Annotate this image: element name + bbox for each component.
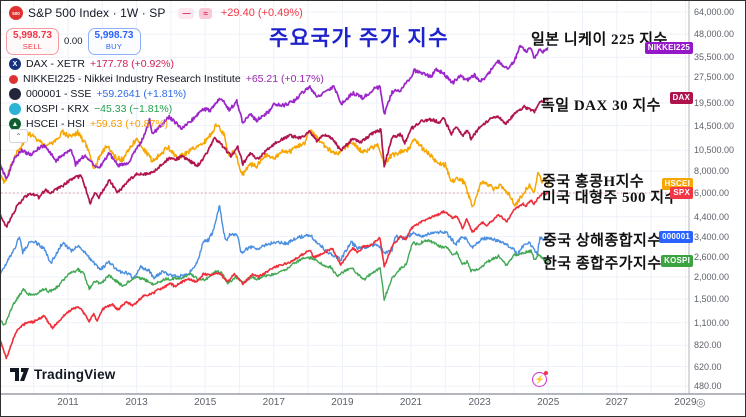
legend-change-value: −45.33 (−1.81%) [94,103,173,115]
chart-annotation: 중국 홍콩H지수 [542,174,645,190]
time-axis-label[interactable]: 2021 [399,397,423,408]
main-symbol-row[interactable]: 500 S&P 500 Index · 1W · SP — ≈ +29.40 (… [9,6,303,20]
symbol-title[interactable]: S&P 500 Index · 1W · SP [28,6,166,20]
gridlines [1,1,689,394]
time-axis-label[interactable]: 2017 [262,397,285,408]
time-axis-label[interactable]: 2019 [331,397,354,408]
time-axis-label[interactable]: 2023 [468,397,491,408]
legend-change-value: +59.63 (+0.87%) [89,118,169,130]
chart-title: 주요국가 주가 지수 [269,26,450,50]
price-badge-sse: 000001 [659,230,693,243]
sp500-logo-icon: 500 [9,6,23,20]
sell-price: 5,998.73 [13,30,52,41]
reset-scales-icon[interactable]: ◎ [696,397,706,409]
legend-symbol-name: 000001 - SSE [26,88,92,100]
price-axis-label: 3,400.00 [694,231,730,242]
hide-series-button[interactable]: — [178,7,195,19]
price-axis-label: 2,600.00 [694,252,730,262]
price-axis-label: 6,000.00 [694,188,730,198]
price-axis-label: 48,000.00 [694,29,735,40]
dax-logo-icon: X [9,58,21,70]
tradingview-logo[interactable]: TradingView [10,367,115,382]
hscei-logo-icon: ▲ [9,118,21,130]
time-axis-label[interactable]: 2025 [537,397,560,408]
price-axis-label: 2,000.00 [694,272,730,282]
chart-annotation: 일본 니케이 225 지수 [531,32,668,48]
price-axis-label: 19,500.00 [694,98,735,108]
buy-label: BUY [105,42,123,51]
series-line-kospi[interactable] [1,239,549,326]
price-axis-label: 14,500.00 [694,120,735,131]
buy-price: 5,998.73 [94,30,134,41]
time-axis-label[interactable]: 2013 [125,397,148,408]
series-line-dax[interactable] [1,97,549,228]
price-badge-kospi: KOSPI [661,254,693,267]
chart-annotation: 중국 상해종합지수 [543,233,662,249]
price-axis-label: 64,000.00 [694,7,735,18]
time-axis-label[interactable]: 2011 [57,397,79,408]
tradingview-logo-text: TradingView [34,367,116,382]
price-axis-label: 8,000.00 [694,166,730,177]
nikkei225-logo-icon [9,74,18,84]
legend-row-nikkei225[interactable]: NIKKEI225 - Nikkei Industry Research Ins… [9,72,324,86]
time-axis-label[interactable]: 2015 [194,397,217,408]
chart-annotation: 독일 DAX 30 지수 [541,98,661,114]
price-badge-nikkei225: NIKKEI225 [644,42,693,55]
legend-row-dax[interactable]: X DAX - XETR +177.78 (+0.92%) [9,57,174,71]
series-line-spx[interactable] [1,192,549,360]
price-axis-label: 820.00 [694,340,722,351]
buy-button[interactable]: 5,998.73 BUY [87,28,141,55]
price-axis-label: 480.00 [694,381,722,392]
legend-symbol-name: DAX - XETR [26,58,85,70]
notification-dot-icon [544,371,548,375]
price-axis-label: 620.00 [694,361,722,372]
price-axis-label: 10,500.00 [694,145,735,156]
price-badge-dax: DAX [669,92,693,105]
spread-value: 0.00 [64,36,83,47]
price-axis-label: 1,100.00 [694,317,730,328]
legend-change-value: +177.78 (+0.92%) [89,58,174,70]
trade-widget: 5,998.73 SELL 0.00 5,998.73 BUY [6,28,141,55]
legend-row-hscei[interactable]: ▲ HSCEI - HSI +59.63 (+0.87%) [9,117,168,131]
price-badge-spx: SPX [670,187,693,200]
chart-annotation: 한국 종합주가지수 [543,256,662,272]
legend-collapse-button[interactable]: ⌃ [9,129,28,143]
price-axis-label: 35,500.00 [694,52,735,63]
lightning-icon: ⚡ [534,375,545,384]
more-options-button[interactable]: ≈ [199,7,212,19]
sell-label: SELL [22,42,43,51]
kospi-logo-icon [9,103,21,115]
price-axis-label: 1,500.00 [694,294,730,304]
legend-row-kospi[interactable]: KOSPI - KRX −45.33 (−1.81%) [9,102,172,116]
series-line-nikkei225[interactable] [1,44,549,180]
series-line-hscei[interactable] [1,123,549,208]
legend-change-value: +65.21 (+0.17%) [245,73,324,85]
sse-logo-icon [9,88,21,100]
price-badge-hscei: HSCEI [661,177,693,190]
time-axis-label[interactable]: 2029 [674,397,697,408]
chart-annotation: 미국 대형주 500 지수 [542,190,679,206]
realtime-boost-button[interactable]: ⚡ [532,371,548,388]
legend-symbol-name: KOSPI - KRX [26,103,90,115]
legend-row-sse[interactable]: 000001 - SSE +59.2641 (+1.81%) [9,87,186,101]
legend-symbol-name: HSCEI - HSI [26,118,85,130]
sell-button[interactable]: 5,998.73 SELL [6,28,59,55]
symbol-change-text: +29.40 (+0.49%) [220,7,303,19]
tradingview-logo-icon [10,368,29,381]
series-line-sse[interactable] [1,204,549,280]
legend-symbol-name: NIKKEI225 - Nikkei Industry Research Ins… [23,73,241,85]
price-axis-label: 4,400.00 [694,211,730,222]
price-axis-label: 27,500.00 [694,71,735,82]
legend-change-value: +59.2641 (+1.81%) [96,88,187,100]
time-axis-label[interactable]: 2027 [605,397,628,408]
